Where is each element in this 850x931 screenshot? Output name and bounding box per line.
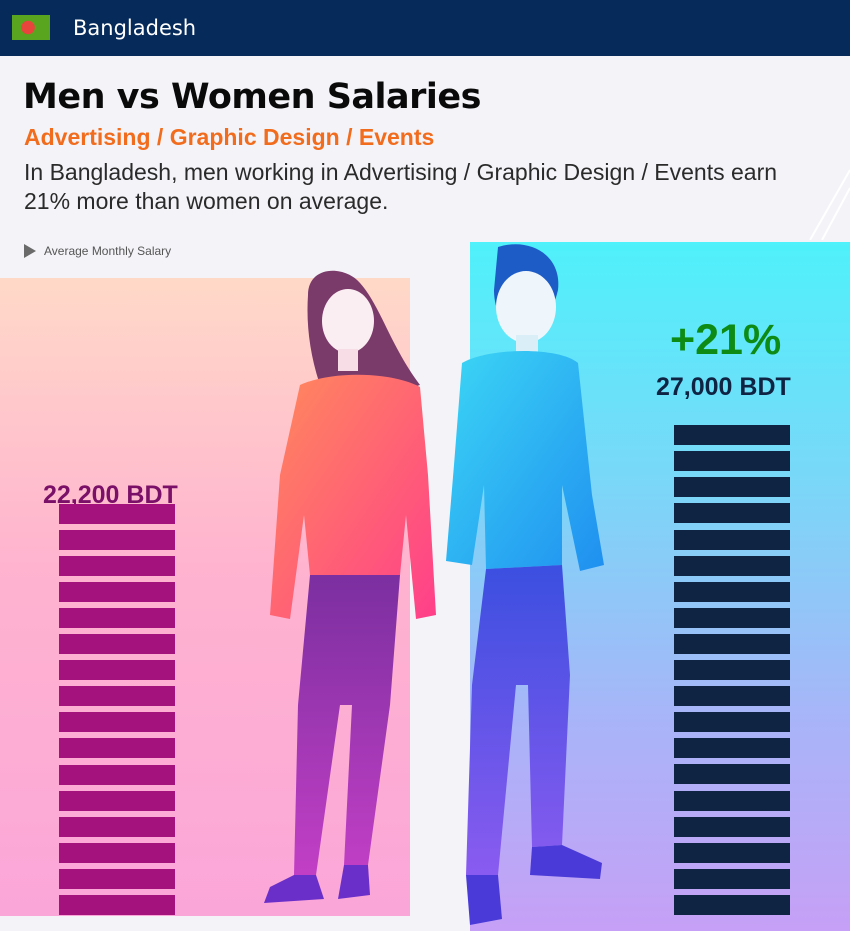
women-salary-bar: [59, 503, 175, 915]
play-triangle-icon: [24, 243, 36, 258]
decorative-lines: [809, 169, 850, 240]
legend-label: Average Monthly Salary: [44, 243, 172, 258]
women-bar-segment: [59, 660, 175, 681]
women-bar-segment: [59, 764, 175, 785]
women-bar-segment: [59, 816, 175, 837]
women-bar-segment: [59, 738, 175, 759]
men-salary-label: 27,000 BDT: [656, 373, 791, 401]
men-bar-segment: [674, 633, 790, 654]
men-bar-segment: [674, 894, 790, 915]
men-bar-segment: [674, 738, 790, 759]
page-subtitle: Advertising / Graphic Design / Events: [24, 124, 435, 150]
men-bar-segment: [674, 503, 790, 524]
men-bar-segment: [674, 660, 790, 681]
women-bar-segment: [59, 868, 175, 889]
description-text: In Bangladesh, men working in Advertisin…: [24, 159, 778, 214]
women-bar-segment: [59, 712, 175, 733]
women-bar-segment: [59, 555, 175, 576]
men-bar-segment: [674, 425, 790, 446]
page-title: Men vs Women Salaries: [23, 77, 481, 117]
men-bar-segment: [674, 712, 790, 733]
men-bar-segment: [674, 451, 790, 472]
top-bar: Bangladesh: [0, 0, 850, 56]
men-bar-segment: [674, 607, 790, 628]
women-bar-segment: [59, 634, 175, 654]
women-bar-segment: [59, 686, 175, 707]
difference-label: +21%: [670, 316, 782, 364]
women-bar-segment: [59, 895, 175, 915]
women-bar-segment: [59, 529, 175, 550]
men-bar-segment: [674, 477, 790, 498]
legend: Average Monthly Salary: [24, 243, 171, 258]
men-bar-segment: [674, 764, 790, 785]
men-bar-segment: [674, 686, 790, 707]
men-bar-segment: [674, 790, 790, 811]
women-bar-segment: [59, 581, 175, 602]
men-salary-bar: [674, 425, 790, 915]
bangladesh-flag-icon: [12, 15, 50, 40]
men-bar-segment: [674, 555, 790, 576]
country-name: Bangladesh: [73, 16, 197, 40]
men-bar-segment: [674, 581, 790, 602]
women-bar-segment: [59, 842, 175, 863]
men-bar-segment: [674, 868, 790, 889]
men-bar-segment: [674, 842, 790, 863]
women-bar-segment: [59, 607, 175, 628]
men-bar-segment: [674, 816, 790, 837]
women-bar-segment: [59, 503, 175, 524]
women-bar-segment: [59, 790, 175, 811]
people-illustration: [264, 244, 604, 925]
men-bar-segment: [674, 529, 790, 550]
